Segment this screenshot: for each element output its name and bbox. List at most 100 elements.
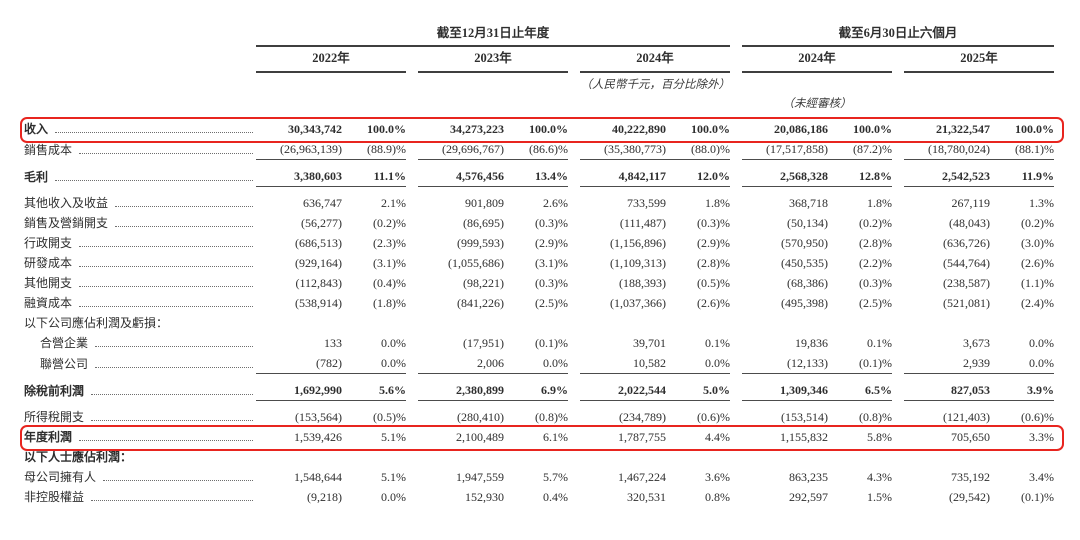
currency-unit-note: （人民幣千元，百分比除外） — [580, 79, 731, 91]
row-label: 除稅前利潤 — [24, 374, 256, 401]
cell-percent: 0.4% — [543, 490, 568, 504]
dot-leader — [115, 226, 253, 227]
cell-percent: (0.5)% — [697, 276, 731, 290]
cell-percent: 5.6% — [342, 373, 406, 401]
row-label: 研發成本 — [24, 253, 256, 273]
dot-leader — [95, 366, 253, 368]
cell-percent: 5.1% — [381, 430, 406, 444]
table-row: 合營企業 133 0.0% (17,951) (0.1)% 39,701 0.1% 19,83… — [24, 333, 1054, 353]
cell-percent: 100.0% — [853, 122, 893, 136]
unaudited-note-row: （未經審核） — [24, 93, 1054, 112]
cell-value: (56,277) — [301, 216, 342, 230]
cell-value: (29,542) — [949, 490, 991, 504]
row-label: 所得稅開支 — [24, 401, 256, 428]
cell-percent: 0.8% — [705, 490, 731, 504]
cell-percent: 2.1% — [381, 196, 406, 210]
cell-value: (111,487) — [619, 216, 666, 230]
cell-value: (17,951) — [463, 336, 504, 350]
cell-percent: (2.3)% — [373, 236, 406, 250]
cell-value: (1,037,366) — [610, 296, 666, 310]
unit-note-row: （人民幣千元，百分比除外） — [24, 72, 1054, 93]
cell-value: (636,726) — [943, 236, 991, 250]
cell-value: 2,939 — [904, 353, 991, 374]
cell-percent: 3.3% — [1029, 430, 1055, 444]
cell-value: 1,309,346 — [742, 373, 829, 401]
row-label-text: 合營企業 — [40, 336, 89, 350]
dot-leader — [95, 346, 253, 347]
cell-value: 1,467,224 — [618, 470, 666, 484]
cell-value: (29,696,767) — [418, 139, 504, 160]
dot-leader — [55, 179, 253, 181]
cell-value: (686,513) — [295, 236, 342, 250]
row-label-text: 非控股權益 — [24, 490, 85, 504]
table-row: 研發成本 (929,164) (3.1)% (1,055,686) (3.1)% (1,1… — [24, 253, 1054, 273]
cell-percent: (3.1)% — [373, 256, 406, 270]
row-label: 收入 — [24, 119, 256, 139]
cell-value: 320,531 — [627, 490, 666, 504]
row-label: 銷售及營銷開支 — [24, 213, 256, 233]
cell-value: (999,593) — [457, 236, 504, 250]
dot-leader — [91, 500, 253, 501]
cell-value: (188,393) — [619, 276, 666, 290]
row-label: 銷售成本 — [24, 139, 256, 160]
row-label: 以下公司應佔利潤及虧損： — [24, 313, 256, 333]
cell-percent: 0.0% — [990, 353, 1055, 374]
cell-percent: 13.4% — [504, 159, 568, 187]
cell-value: (18,780,024) — [904, 139, 991, 160]
cell-percent: 0.1% — [867, 336, 893, 350]
group-header-annual: 截至12月31日止年度 — [256, 26, 731, 47]
row-label: 以下人士應佔利潤： — [24, 447, 256, 467]
cell-value: (153,514) — [781, 410, 829, 424]
cell-percent: (2.9)% — [535, 236, 568, 250]
cell-value: 10,582 — [580, 353, 666, 374]
row-label-text: 其他開支 — [24, 276, 73, 290]
cell-percent: 6.5% — [828, 373, 893, 401]
cell-value: (521,081) — [943, 296, 991, 310]
table-row: 非控股權益 (9,218) 0.0% 152,930 0.4% 320,531 0.8% 29… — [24, 487, 1054, 507]
cell-value: 2,100,489 — [456, 430, 504, 444]
cell-percent: 0.0% — [381, 490, 406, 504]
cell-value: (1,055,686) — [448, 256, 504, 270]
row-label-text: 銷售成本 — [24, 142, 73, 157]
dot-leader — [91, 393, 253, 395]
cell-value: 21,322,547 — [936, 122, 991, 136]
cell-value: (35,380,773) — [580, 139, 666, 160]
cell-percent: (2.6)% — [1021, 256, 1055, 270]
cell-value: (12,133) — [742, 353, 829, 374]
cell-percent: 1.8% — [867, 196, 893, 210]
cell-percent: (2.5)% — [535, 296, 568, 310]
cell-value: 40,222,890 — [612, 122, 666, 136]
cell-percent: (0.2)% — [373, 216, 406, 230]
cell-value: (280,410) — [457, 410, 504, 424]
year-header-2024-interim: 2024年 — [742, 46, 893, 73]
cell-percent: (2.4)% — [1021, 296, 1055, 310]
cell-value: 267,119 — [951, 196, 991, 210]
cell-value: 133 — [324, 336, 342, 350]
dot-leader — [79, 306, 253, 307]
cell-value: 1,539,426 — [294, 430, 342, 444]
table-row: 母公司擁有人 1,548,644 5.1% 1,947,559 5.7% 1,467,22… — [24, 467, 1054, 487]
year-header-2024: 2024年 — [580, 46, 731, 73]
cell-percent: 5.7% — [543, 470, 568, 484]
cell-value: 292,597 — [789, 490, 829, 504]
cell-value: 1,787,755 — [618, 430, 666, 444]
cell-percent: 0.0% — [504, 353, 568, 374]
dot-leader — [103, 480, 253, 481]
table-row: 聯營公司 (782) 0.0% 2,006 0.0% 10,582 0.0% (12,133)… — [24, 353, 1055, 374]
cell-value: 2,542,523 — [904, 159, 991, 187]
row-label: 合營企業 — [24, 333, 256, 353]
cell-percent: 3.4% — [1029, 470, 1055, 484]
table-row: 行政開支 (686,513) (2.3)% (999,593) (2.9)% (1,156… — [24, 233, 1054, 253]
table-row: 年度利潤 1,539,426 5.1% 2,100,489 6.1% 1,787,755 4… — [24, 427, 1054, 447]
row-label-text: 銷售及營銷開支 — [24, 216, 109, 230]
cell-percent: (3.0)% — [1021, 236, 1055, 250]
row-label-text: 收入 — [24, 122, 49, 136]
cell-percent: 5.8% — [867, 430, 893, 444]
cell-percent: (0.1)% — [535, 336, 568, 350]
row-label-text: 毛利 — [24, 169, 49, 184]
table-row: 融資成本 (538,914) (1.8)% (841,226) (2.5)% (1,037… — [24, 293, 1054, 313]
row-label-text: 其他收入及收益 — [24, 196, 109, 210]
cell-percent: (2.6)% — [697, 296, 731, 310]
cell-value: (538,914) — [295, 296, 342, 310]
table-row: 銷售成本 (26,963,139) (88.9)% (29,696,767) (86.6… — [24, 139, 1055, 160]
